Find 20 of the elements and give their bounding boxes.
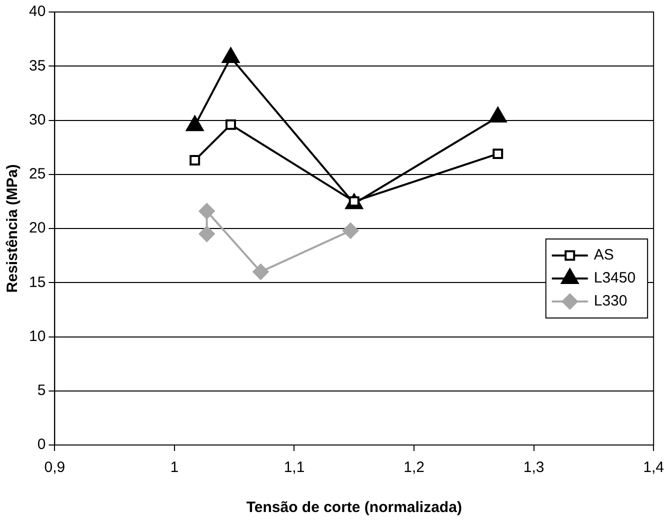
y-tick-label: 20 [28,220,46,237]
x-tick-label: 1,2 [404,459,424,476]
legend-label: L3450 [594,270,636,287]
y-tick-label: 0 [37,436,46,454]
x-axis-title: Tensão de corte (normalizada) [246,499,462,516]
y-tick-label: 10 [28,328,46,345]
legend-label: L330 [594,292,628,310]
y-tick-label: 25 [28,166,46,183]
x-tick-label: 1,4 [643,459,664,476]
y-tick-label: 35 [28,57,46,74]
x-tick-label: 1 [170,459,179,476]
x-tick-label: 0,9 [44,459,66,476]
y-tick-label: 15 [28,274,46,291]
y-tick-label: 5 [37,382,46,400]
x-tick-label: 1,3 [523,459,544,476]
y-axis-title: Resistência (MPa) [4,164,22,293]
y-tick-label: 30 [28,111,46,128]
legend-label: AS [594,246,614,264]
x-tick-label: 1,1 [284,459,305,476]
y-tick-label: 40 [28,3,46,20]
